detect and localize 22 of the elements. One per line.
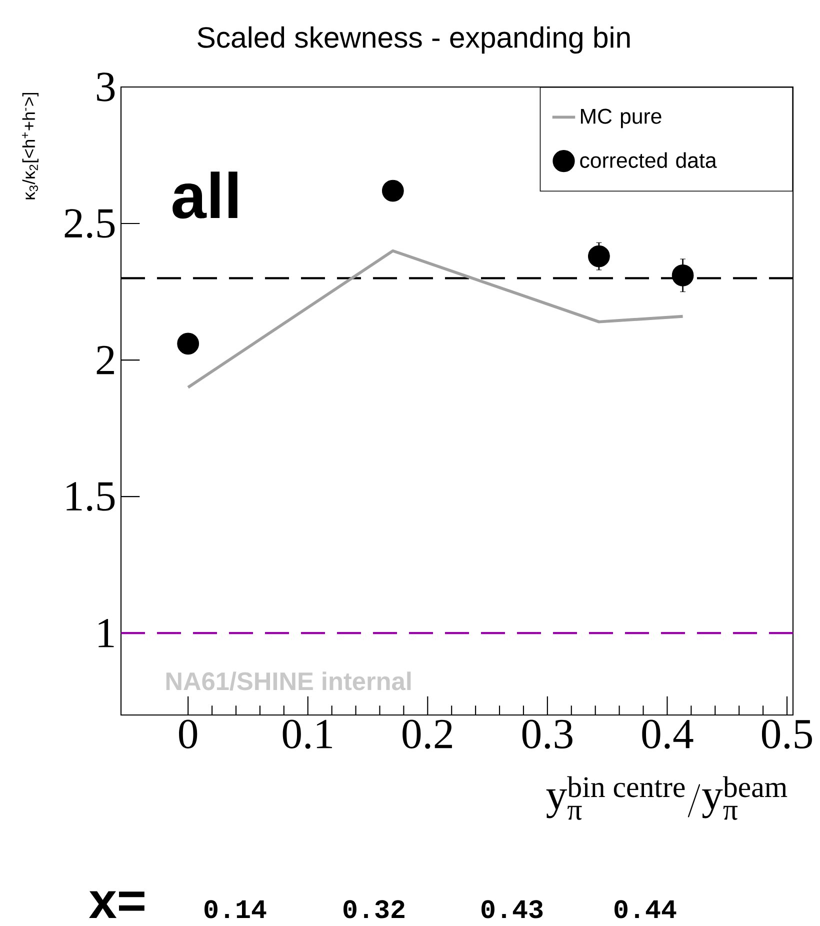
legend-label: corrected data	[580, 152, 717, 168]
text: 0.43	[482, 900, 543, 918]
x-tick-label: 0	[179, 720, 198, 749]
y-tick-label: 2.5	[64, 209, 115, 238]
text: 0.44	[614, 900, 676, 918]
y-tick-label: 3	[97, 72, 115, 102]
text: x=	[89, 891, 144, 918]
y-tick-label: 1	[98, 619, 114, 648]
x-tick-label: 0.3	[522, 720, 572, 749]
text: 0.32	[344, 900, 404, 918]
text: 0.14	[204, 900, 266, 918]
x-tick-label: 0.1	[282, 720, 332, 749]
annotation: all	[172, 172, 238, 219]
y-tick-label: 1.5	[66, 482, 115, 511]
x-tick-label: 0.4	[642, 720, 694, 749]
text: κ$_{3}$/κ$_{2}$[<h$^{+}$+h$^{-}$>]	[22, 92, 38, 200]
x-tick-label: 0.2	[402, 720, 452, 749]
legend-label: MC pure	[581, 108, 662, 128]
x-tick-label: 0.5	[762, 720, 812, 749]
x-axis-title: $\text{y}_{\text{π}}^{\text{bin centre}}/\text{y}_{\text{π}}^{\text{beam}}$	[546, 776, 788, 820]
y-tick-label: 2	[96, 346, 114, 374]
chart-title: Scaled skewness - expanding bin	[198, 26, 630, 54]
